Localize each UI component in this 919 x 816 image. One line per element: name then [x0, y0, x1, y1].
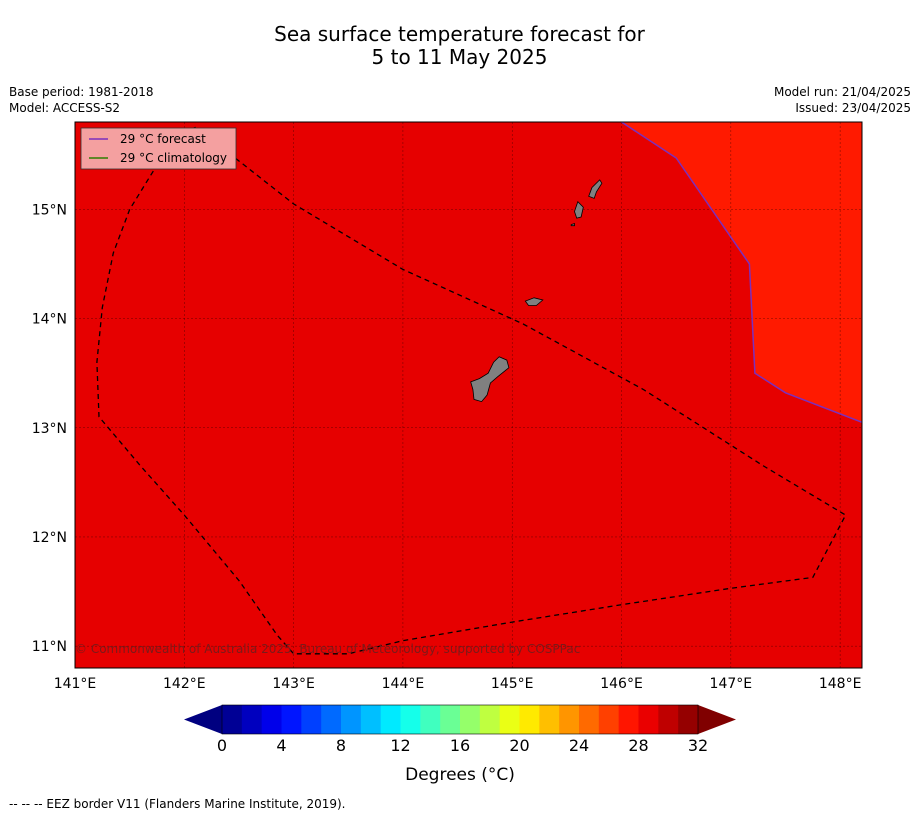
colorbar-cell [341, 705, 362, 734]
lon-tick-label: 144°E [382, 676, 425, 692]
lat-tick-label: 12°N [32, 530, 67, 546]
model-run-text: Model run: 21/04/2025 [773, 85, 911, 99]
colorbar-tick-label: 24 [569, 736, 589, 755]
colorbar-cell [440, 705, 461, 734]
island-aguijan [570, 223, 575, 227]
colorbar-cell [261, 705, 283, 734]
title-line-2: 5 to 11 May 2025 [371, 45, 548, 69]
island-guam [470, 356, 510, 403]
lat-tick-label: 13°N [32, 421, 67, 437]
copyright-notice: © Commonwealth of Australia 2025, Bureau… [75, 642, 580, 656]
footer-eez-note: -- -- -- EEZ border V11 (Flanders Marine… [9, 797, 346, 811]
colorbar-ticks: 0 4 8 12 16 20 24 28 32 [217, 736, 708, 755]
colorbar-cell [618, 705, 640, 734]
lon-tick-label: 145°E [491, 676, 534, 692]
lat-tick-label: 15°N [32, 202, 67, 218]
lat-tick-label: 14°N [32, 312, 67, 328]
colorbar-cell [460, 705, 481, 734]
island-tinian [574, 200, 584, 219]
colorbar-tick-label: 32 [688, 736, 708, 755]
colorbar-cell [678, 705, 699, 734]
eez-border-line [96, 126, 847, 655]
lon-tick-label: 147°E [710, 676, 753, 692]
colorbar-cell [301, 705, 322, 734]
lon-tick-label: 143°E [272, 676, 315, 692]
lat-tick-label: 11°N [32, 639, 67, 655]
colorbar-cell [559, 705, 580, 734]
legend-box [80, 127, 237, 170]
island-saipan [588, 179, 603, 199]
colorbar-cell [321, 705, 342, 734]
colorbar-cell [638, 705, 659, 734]
sst-fill-above-29 [621, 122, 862, 423]
colorbar: 0 4 8 12 16 20 24 28 32 [184, 704, 736, 755]
forecast-29c-contour [621, 122, 862, 423]
lon-tick-label: 146°E [600, 676, 643, 692]
colorbar-cell [420, 705, 441, 734]
land-layer [470, 179, 603, 403]
colorbar-cell [658, 705, 679, 734]
colorbar-tick-label: 0 [217, 736, 227, 755]
map-legend: 29 °C forecast 29 °C climatology [80, 127, 237, 170]
colorbar-outline [221, 704, 699, 735]
colorbar-cell [519, 705, 540, 734]
colorbar-cell [598, 705, 620, 734]
colorbar-tick-label: 20 [509, 736, 529, 755]
issued-text: Issued: 23/04/2025 [795, 101, 911, 115]
colorbar-tick-label: 12 [390, 736, 410, 755]
model-text: Model: ACCESS-S2 [9, 101, 121, 115]
colorbar-cell [241, 705, 263, 734]
longitude-labels: 141°E 142°E 143°E 144°E 145°E 146°E 147°E 148°E [54, 676, 862, 692]
colorbar-cell [380, 705, 402, 734]
colorbar-cell [499, 705, 521, 734]
colorbar-tick-label: 16 [450, 736, 470, 755]
colorbar-tick-label: 28 [628, 736, 648, 755]
lon-tick-label: 148°E [819, 676, 862, 692]
colorbar-over-arrow [698, 705, 736, 734]
colorbar-tick-label: 4 [276, 736, 286, 755]
title-line-1: Sea surface temperature forecast for [274, 22, 645, 46]
graticule [75, 122, 862, 668]
colorbar-cell [360, 705, 382, 734]
latitude-labels: 15°N 14°N 13°N 12°N 11°N [32, 202, 67, 655]
colorbar-cell [479, 705, 501, 734]
lon-tick-label: 141°E [54, 676, 97, 692]
colorbar-cell [281, 705, 302, 734]
colorbar-cell [222, 705, 243, 734]
lon-tick-label: 142°E [163, 676, 206, 692]
legend-forecast-label: 29 °C forecast [120, 132, 206, 146]
legend-climatology-label: 29 °C climatology [120, 151, 227, 165]
colorbar-label: Degrees (°C) [405, 765, 515, 785]
base-period-text: Base period: 1981-2018 [9, 85, 154, 99]
colorbar-under-arrow [184, 705, 222, 734]
map-frame [74, 121, 863, 669]
colorbar-cell [400, 705, 421, 734]
island-rota [524, 297, 544, 306]
colorbar-tick-label: 8 [336, 736, 346, 755]
colorbar-cell [539, 705, 560, 734]
colorbar-cell [579, 705, 600, 734]
